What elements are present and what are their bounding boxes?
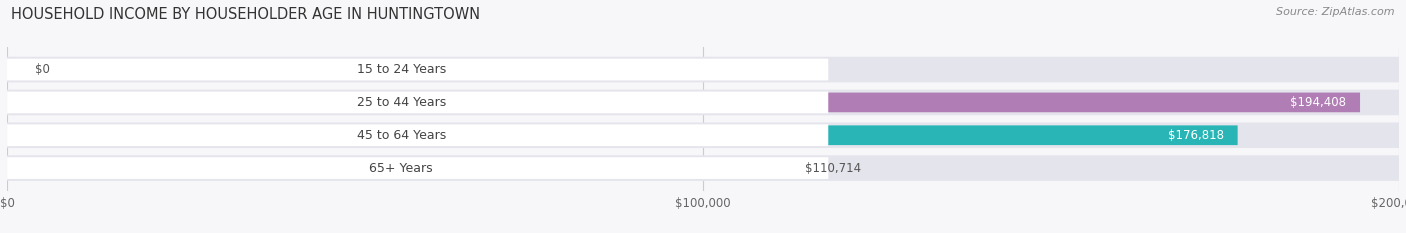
Text: 15 to 24 Years: 15 to 24 Years <box>357 63 446 76</box>
FancyBboxPatch shape <box>7 155 1399 181</box>
Text: 25 to 44 Years: 25 to 44 Years <box>357 96 446 109</box>
FancyBboxPatch shape <box>7 124 828 146</box>
Text: $176,818: $176,818 <box>1168 129 1223 142</box>
Text: Source: ZipAtlas.com: Source: ZipAtlas.com <box>1277 7 1395 17</box>
FancyBboxPatch shape <box>7 123 1399 148</box>
Text: HOUSEHOLD INCOME BY HOUSEHOLDER AGE IN HUNTINGTOWN: HOUSEHOLD INCOME BY HOUSEHOLDER AGE IN H… <box>11 7 481 22</box>
FancyBboxPatch shape <box>7 93 1360 112</box>
Text: 45 to 64 Years: 45 to 64 Years <box>357 129 446 142</box>
FancyBboxPatch shape <box>7 125 1237 145</box>
Text: $110,714: $110,714 <box>806 161 862 175</box>
Text: $0: $0 <box>35 63 49 76</box>
FancyBboxPatch shape <box>7 59 828 80</box>
FancyBboxPatch shape <box>7 158 778 178</box>
Text: $194,408: $194,408 <box>1291 96 1346 109</box>
FancyBboxPatch shape <box>7 57 1399 82</box>
FancyBboxPatch shape <box>7 157 828 179</box>
FancyBboxPatch shape <box>7 92 828 113</box>
FancyBboxPatch shape <box>7 90 1399 115</box>
Text: 65+ Years: 65+ Years <box>370 161 433 175</box>
